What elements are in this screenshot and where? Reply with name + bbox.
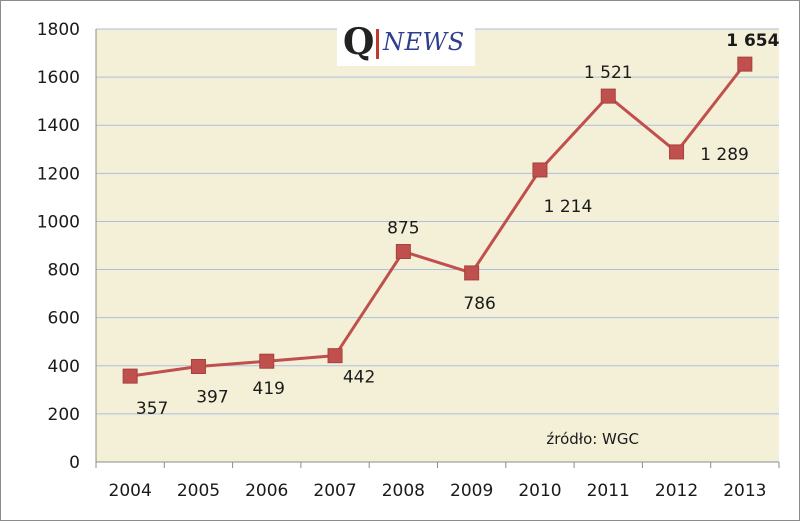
data-label: 786 [463, 294, 495, 314]
data-label: 442 [343, 368, 375, 388]
x-tick-label: 2009 [450, 481, 493, 501]
data-point [669, 144, 685, 160]
y-tick-label: 1000 [37, 212, 80, 232]
y-tick-label: 200 [48, 405, 80, 425]
y-tick-label: 1800 [37, 20, 80, 40]
data-label: 1 214 [544, 197, 593, 217]
y-tick-label: 1400 [37, 116, 80, 136]
data-point [600, 88, 616, 104]
y-tick-label: 800 [48, 261, 80, 281]
x-tick-label: 2011 [587, 481, 630, 501]
x-tick-label: 2008 [382, 481, 425, 501]
data-point [122, 368, 138, 384]
logo-q-letter: Q [343, 21, 375, 63]
plot-area [96, 29, 779, 462]
x-tick-label: 2005 [177, 481, 220, 501]
data-point [532, 162, 548, 178]
data-label: 397 [196, 387, 228, 407]
data-point [737, 56, 753, 72]
y-tick-label: 600 [48, 309, 80, 329]
x-tick-label: 2010 [518, 481, 561, 501]
data-point [190, 358, 206, 374]
logo-news-text: NEWS [383, 28, 465, 56]
x-tick-label: 2013 [723, 481, 766, 501]
data-point [259, 353, 275, 369]
data-label: 419 [253, 379, 285, 399]
data-point [464, 265, 480, 281]
data-point [327, 348, 343, 364]
y-tick-label: 400 [48, 357, 80, 377]
source-note: źródło: WGC [546, 430, 639, 448]
x-tick-label: 2004 [109, 481, 152, 501]
data-label: 357 [136, 399, 168, 419]
x-tick-label: 2012 [655, 481, 698, 501]
x-tick-label: 2006 [245, 481, 288, 501]
logo-divider [376, 29, 379, 59]
y-tick-label: 1200 [37, 164, 80, 184]
data-label: 1 521 [584, 63, 633, 83]
x-tick-label: 2007 [313, 481, 356, 501]
data-point [395, 244, 411, 260]
y-tick-label: 1600 [37, 68, 80, 88]
data-label: 875 [387, 219, 419, 239]
qnews-logo: Q NEWS [337, 18, 475, 66]
data-label: 1 289 [700, 145, 749, 165]
y-tick-label: 0 [69, 453, 80, 473]
series-line [129, 63, 747, 378]
data-label: 1 654 [726, 31, 779, 51]
